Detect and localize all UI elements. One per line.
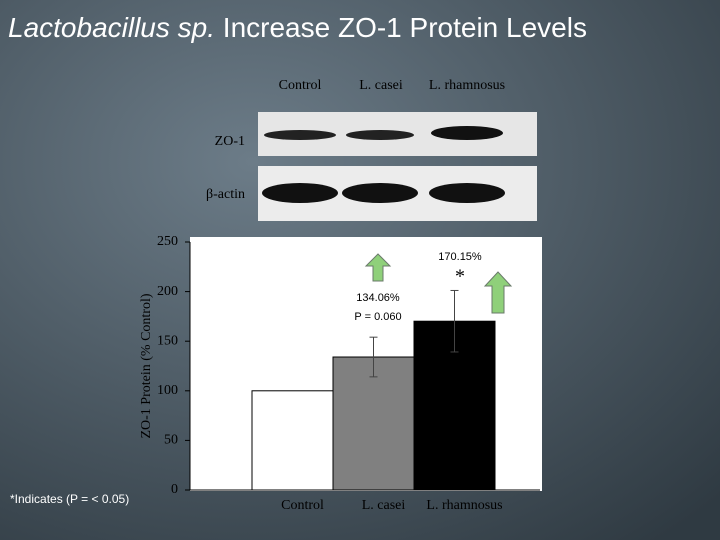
row-label: β-actin — [206, 187, 245, 202]
y-tick-label: 200 — [157, 284, 178, 299]
title-italic: Lactobacillus sp. — [8, 12, 215, 43]
lane-label: L. rhamnosus — [429, 78, 505, 93]
slide-title: Lactobacillus sp. Increase ZO-1 Protein … — [8, 12, 587, 43]
x-tick-label: L. rhamnosus — [426, 498, 502, 513]
lane-label: Control — [279, 78, 322, 93]
x-tick-label: L. casei — [362, 498, 406, 513]
annotation: P = 0.060 — [354, 311, 401, 323]
y-tick-label: 0 — [171, 482, 178, 497]
y-tick-label: 100 — [157, 383, 178, 398]
x-tick-label: Control — [281, 498, 324, 513]
bar — [332, 356, 415, 491]
footnote: *Indicates (P = < 0.05) — [10, 492, 129, 506]
y-tick-label: 50 — [164, 433, 178, 448]
value-label: 134.06% — [356, 292, 400, 304]
title-rest: Increase ZO-1 Protein Levels — [223, 12, 587, 43]
y-tick-label: 250 — [157, 234, 178, 249]
y-axis-label: ZO-1 Protein (% Control) — [139, 293, 154, 438]
blot-band — [346, 130, 414, 140]
row-label: ZO-1 — [215, 134, 245, 149]
y-tick-label: 150 — [157, 333, 178, 348]
annotation: * — [455, 266, 465, 288]
arrow — [364, 253, 392, 282]
blot-band — [262, 183, 338, 203]
lane-label: L. casei — [359, 78, 403, 93]
blot-band — [429, 183, 505, 203]
value-label: 170.15% — [438, 251, 482, 263]
blot-band — [342, 183, 418, 203]
blot-band — [264, 130, 336, 140]
blot-band — [431, 126, 503, 140]
bar — [251, 390, 334, 491]
arrow — [483, 271, 513, 314]
